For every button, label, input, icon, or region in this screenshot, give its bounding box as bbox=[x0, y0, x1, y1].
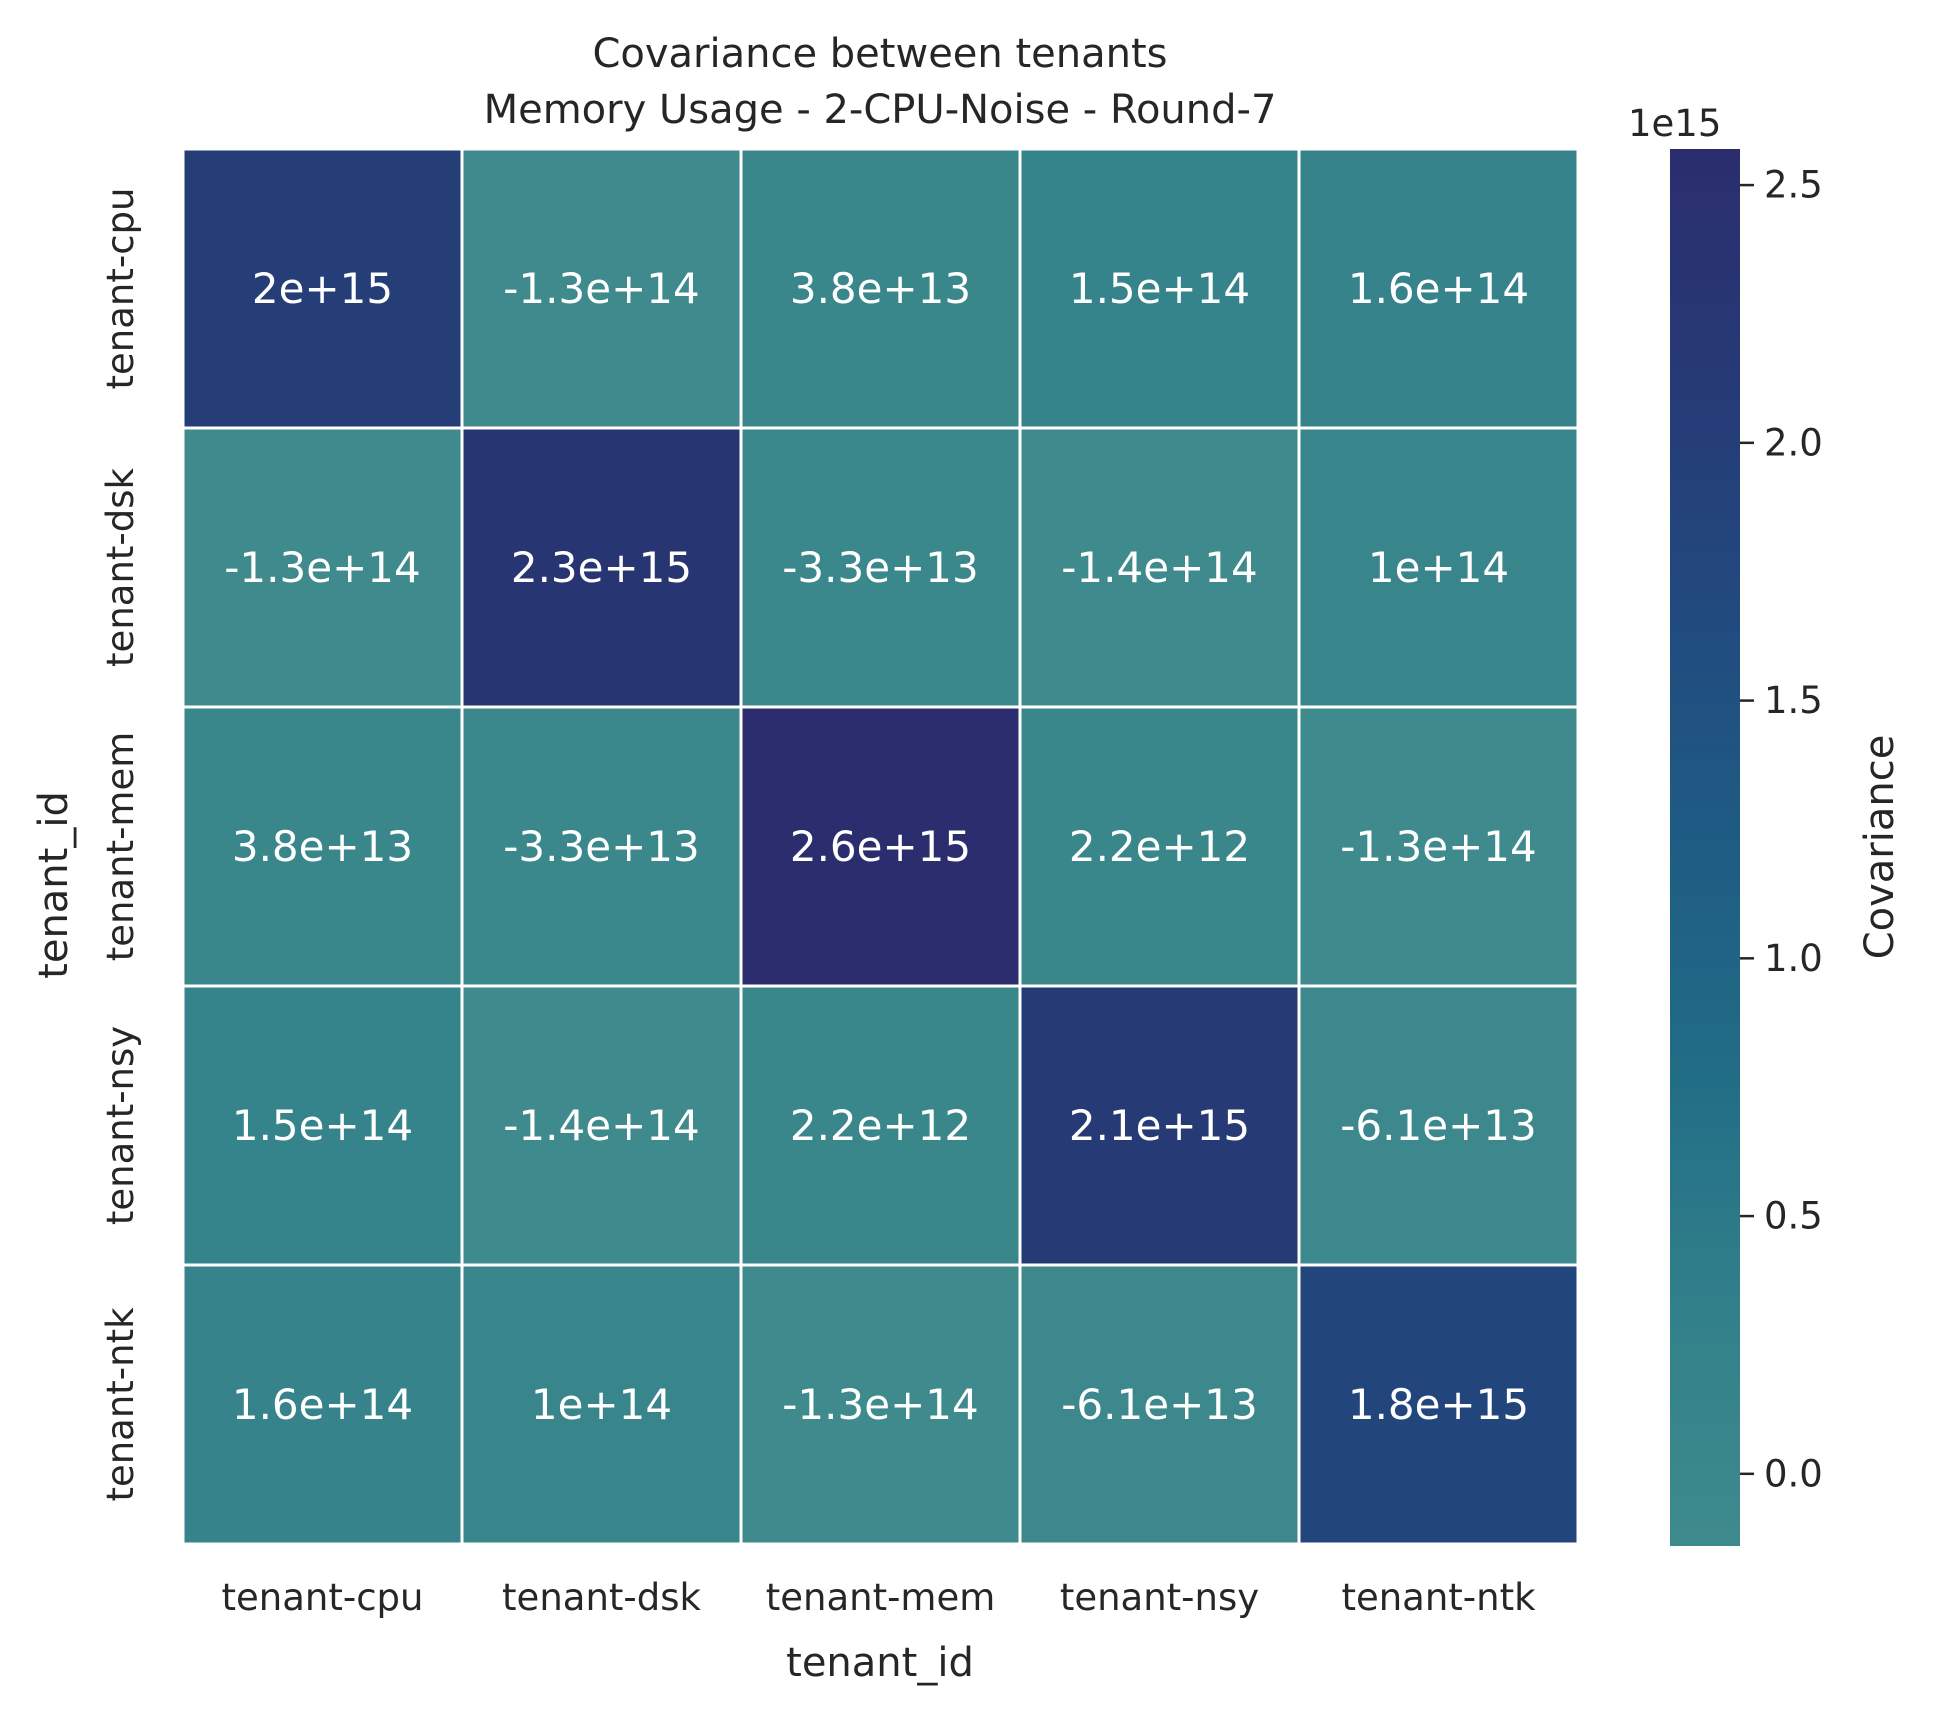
colorbar-tick-label: 2.5 bbox=[1764, 164, 1823, 207]
colorbar-tick-label: 0.5 bbox=[1764, 1195, 1823, 1238]
colorbar bbox=[1670, 149, 1740, 1546]
cell-value-label: 2.3e+15 bbox=[511, 543, 692, 592]
colorbar-tick-label: 1.0 bbox=[1764, 937, 1823, 980]
cell-value-label: -1.3e+14 bbox=[224, 543, 420, 592]
x-tick-label: tenant-dsk bbox=[502, 1576, 701, 1619]
heatmap-cell bbox=[460, 1263, 743, 1546]
heatmap-cell bbox=[1297, 1263, 1580, 1546]
cell-value-label: 3.8e+13 bbox=[790, 264, 971, 313]
cell-value-label: 1.5e+14 bbox=[1069, 264, 1250, 313]
cell-value-label: 2.1e+15 bbox=[1069, 1101, 1250, 1150]
y-tick-label: tenant-mem bbox=[99, 732, 142, 962]
x-axis-label: tenant_id bbox=[786, 1640, 974, 1686]
cell-value-label: 1e+14 bbox=[1368, 543, 1509, 592]
cell-value-label: -1.3e+14 bbox=[782, 1380, 978, 1429]
y-axis-label: tenant_id bbox=[31, 791, 77, 979]
y-tick-label: tenant-cpu bbox=[99, 188, 142, 390]
cell-value-label: -6.1e+13 bbox=[1340, 1101, 1536, 1150]
y-tick-label: tenant-nsy bbox=[99, 1026, 142, 1225]
x-tick-label: tenant-cpu bbox=[222, 1576, 424, 1619]
y-tick-label: tenant-ntk bbox=[99, 1307, 142, 1502]
y-tick-labels: tenant-cpu tenant-dsk tenant-mem tenant-nsy… bbox=[99, 188, 142, 1502]
heatmap-cell bbox=[739, 705, 1022, 988]
cell-value-label: -6.1e+13 bbox=[1061, 1380, 1257, 1429]
x-tick-labels: tenant-cpu tenant-dsk tenant-mem tenant-nsy… bbox=[222, 1576, 1537, 1619]
heatmap-cell bbox=[1018, 147, 1301, 430]
cell-value-label: 1.6e+14 bbox=[232, 1380, 413, 1429]
heatmap-cell bbox=[1018, 705, 1301, 988]
cell-value-label: 3.8e+13 bbox=[232, 822, 413, 871]
cell-value-label: 2.6e+15 bbox=[790, 822, 971, 871]
heatmap-cell bbox=[1018, 984, 1301, 1267]
heatmap-cell bbox=[739, 984, 1022, 1267]
colorbar-tick-label: 2.0 bbox=[1764, 421, 1823, 464]
heatmap-cell bbox=[181, 1263, 464, 1546]
cell-value-label: -3.3e+13 bbox=[503, 822, 699, 871]
heatmap-cell bbox=[739, 147, 1022, 430]
heatmap-cell bbox=[181, 984, 464, 1267]
heatmap-cell bbox=[739, 1263, 1022, 1546]
y-tick-label: tenant-dsk bbox=[99, 467, 142, 666]
cell-value-label: 1.5e+14 bbox=[232, 1101, 413, 1150]
heatmap-cell bbox=[1297, 147, 1580, 430]
colorbar-label: Covariance bbox=[1857, 735, 1903, 960]
x-tick-label: tenant-nsy bbox=[1060, 1576, 1259, 1619]
heatmap-cell bbox=[460, 147, 743, 430]
heatmap-cell bbox=[1297, 705, 1580, 988]
heatmap-cell bbox=[460, 984, 743, 1267]
chart-title-line-1: Covariance between tenants bbox=[592, 31, 1167, 77]
colorbar-ticks: 0.0 0.5 1.0 1.5 2.0 2.5 bbox=[1740, 164, 1823, 1495]
cell-value-label: 2.2e+12 bbox=[1069, 822, 1250, 871]
cell-value-label: -3.3e+13 bbox=[782, 543, 978, 592]
colorbar-tick-label: 0.0 bbox=[1764, 1452, 1823, 1495]
heatmap-cell bbox=[1297, 984, 1580, 1267]
cell-value-label: -1.4e+14 bbox=[503, 1101, 699, 1150]
cell-value-label: -1.3e+14 bbox=[503, 264, 699, 313]
colorbar-tick-label: 1.5 bbox=[1764, 679, 1823, 722]
cell-value-label: 2.2e+12 bbox=[790, 1101, 971, 1150]
x-tick-label: tenant-mem bbox=[766, 1576, 996, 1619]
colorbar-offset-text: 1e15 bbox=[1628, 102, 1721, 145]
cell-value-label: -1.3e+14 bbox=[1340, 822, 1536, 871]
cell-value-label: 1.8e+15 bbox=[1348, 1380, 1529, 1429]
x-tick-label: tenant-ntk bbox=[1341, 1576, 1536, 1619]
cell-value-label: -1.4e+14 bbox=[1061, 543, 1257, 592]
heatmap-cells: 2e+15 -1.3e+14 3.8e+13 1.5e+14 1.6e+14 -1.3e+… bbox=[181, 147, 1580, 1546]
cell-value-label: 2e+15 bbox=[252, 264, 393, 313]
heatmap-cell bbox=[181, 426, 464, 709]
heatmap-cell bbox=[460, 705, 743, 988]
heatmap-cell bbox=[1297, 426, 1580, 709]
cell-value-label: 1.6e+14 bbox=[1348, 264, 1529, 313]
heatmap-cell bbox=[739, 426, 1022, 709]
cell-value-label: 1e+14 bbox=[531, 1380, 672, 1429]
chart-title-line-2: Memory Usage - 2-CPU-Noise - Round-7 bbox=[484, 87, 1277, 133]
heatmap-cell bbox=[181, 147, 464, 430]
